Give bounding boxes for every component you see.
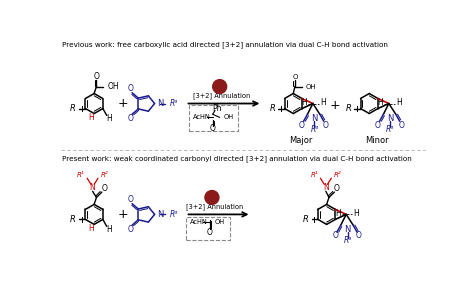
Text: O: O (101, 184, 107, 193)
Text: R: R (70, 104, 76, 113)
Text: R³: R³ (170, 210, 178, 219)
Text: Present work: weak coordinated carbonyl directed [3+2] annulation via dual C-H b: Present work: weak coordinated carbonyl … (62, 155, 411, 162)
Text: R: R (269, 104, 275, 113)
Bar (186, 217, 230, 240)
Text: O: O (292, 74, 298, 80)
Text: O: O (356, 232, 362, 240)
Text: N: N (90, 183, 95, 192)
Text: N: N (345, 225, 351, 234)
Text: R³: R³ (344, 236, 352, 245)
Text: H: H (106, 114, 112, 123)
Text: OH: OH (214, 219, 224, 225)
Circle shape (205, 190, 219, 204)
Text: R: R (303, 215, 309, 224)
Text: N: N (311, 114, 318, 123)
Text: +: + (118, 97, 128, 110)
Text: O: O (128, 195, 134, 204)
Text: H: H (378, 98, 383, 107)
Text: R²: R² (100, 172, 108, 178)
Text: Major: Major (289, 136, 313, 145)
Text: Pd: Pd (214, 82, 226, 91)
Text: R: R (70, 215, 76, 224)
Text: R²: R² (334, 172, 341, 178)
Text: O: O (128, 224, 134, 234)
Text: OH: OH (306, 83, 316, 90)
Text: H: H (396, 98, 401, 107)
Text: H: H (88, 224, 94, 233)
Text: R: R (346, 104, 351, 113)
Text: AcHN: AcHN (190, 219, 208, 225)
Text: O: O (128, 84, 134, 93)
Text: N: N (157, 210, 163, 219)
Text: Ph: Ph (212, 104, 221, 114)
Text: H: H (353, 209, 359, 218)
Text: O: O (299, 121, 305, 130)
Text: N: N (323, 183, 329, 192)
Text: O: O (334, 184, 340, 193)
Text: Minor: Minor (365, 136, 389, 145)
Text: N: N (157, 99, 163, 108)
Text: Previous work: free carboxylic acid directed [3+2] annulation via dual C-H bond : Previous work: free carboxylic acid dire… (62, 41, 387, 48)
Text: H: H (320, 98, 326, 107)
Text: O: O (398, 121, 404, 130)
Text: R¹: R¹ (77, 172, 85, 178)
Text: OH: OH (107, 82, 119, 91)
Text: +: + (330, 99, 340, 111)
Text: O: O (128, 114, 134, 123)
Text: H: H (335, 209, 341, 218)
Text: R³: R³ (386, 125, 394, 134)
Text: O: O (210, 125, 216, 134)
Text: R¹: R¹ (310, 172, 318, 178)
Text: H: H (301, 98, 308, 107)
Text: +: + (118, 208, 128, 221)
Bar (190, 105, 237, 131)
Circle shape (213, 80, 227, 94)
Text: H: H (88, 113, 94, 122)
Text: O: O (375, 121, 381, 130)
Text: O: O (207, 228, 212, 238)
Text: R³: R³ (170, 99, 178, 108)
Text: O: O (322, 121, 328, 130)
Text: H: H (106, 225, 112, 234)
Text: N: N (387, 114, 393, 123)
Text: O: O (332, 232, 338, 240)
Text: OH: OH (224, 114, 234, 120)
Text: R³: R³ (310, 125, 319, 134)
Text: O: O (93, 72, 100, 81)
Text: Pd: Pd (206, 193, 218, 202)
Text: AcHN: AcHN (193, 114, 211, 120)
Text: [3+2] Annulation: [3+2] Annulation (193, 92, 251, 99)
Text: [3+2] Annulation: [3+2] Annulation (186, 203, 243, 210)
